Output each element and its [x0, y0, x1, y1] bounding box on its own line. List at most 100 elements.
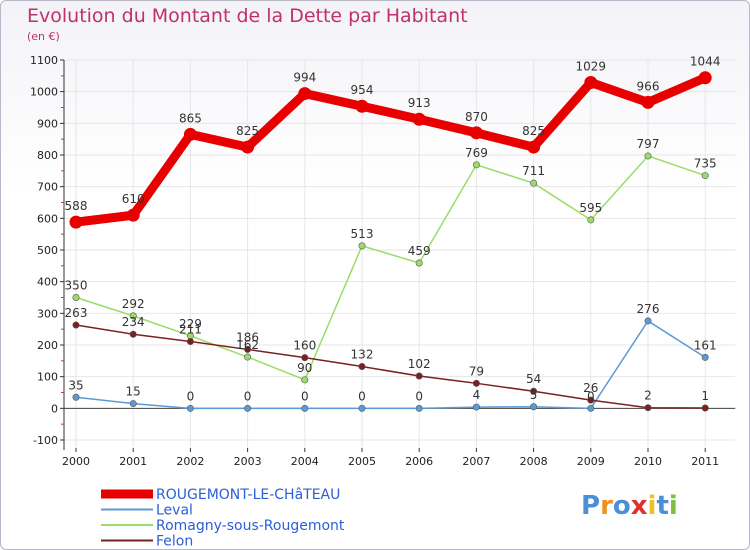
logo-letter: t [656, 491, 669, 521]
data-point [641, 95, 655, 109]
data-label: 4 [473, 388, 481, 402]
data-point [472, 403, 480, 411]
data-point [358, 363, 366, 371]
data-point [183, 127, 197, 141]
data-point [644, 152, 652, 160]
y-tick-label: -100 [33, 434, 58, 447]
data-label: 797 [637, 137, 660, 151]
x-tick-label: 2000 [62, 455, 90, 468]
data-point [587, 396, 595, 404]
data-point [644, 317, 652, 325]
y-tick-label: 700 [37, 181, 58, 194]
logo-letter: P [581, 491, 601, 521]
data-label: 2 [644, 389, 652, 403]
data-point [301, 404, 309, 412]
data-label: 35 [68, 378, 83, 392]
data-point [301, 354, 309, 362]
y-tick-label: 1000 [30, 86, 58, 99]
data-label: 769 [465, 146, 488, 160]
data-point [358, 242, 366, 250]
data-label: 513 [351, 227, 374, 241]
data-label: 994 [293, 71, 316, 85]
data-label: 735 [694, 157, 717, 171]
data-point [415, 404, 423, 412]
data-point [527, 140, 541, 154]
y-tick-label: 900 [37, 117, 58, 130]
data-point [186, 338, 194, 346]
data-point [412, 112, 426, 126]
y-tick-label: 800 [37, 149, 58, 162]
data-label: 825 [236, 124, 259, 138]
data-point [129, 400, 137, 408]
series-line [71, 73, 710, 227]
data-label: 0 [358, 389, 366, 403]
x-tick-label: 2007 [462, 455, 490, 468]
y-tick-label: 300 [37, 307, 58, 320]
data-label: 5 [530, 388, 538, 402]
x-tick-label: 2002 [176, 455, 204, 468]
data-label: 54 [526, 372, 541, 386]
chart-unit: (en €) [27, 30, 60, 43]
data-point [701, 404, 709, 412]
logo-letter: r [600, 491, 613, 521]
logo-letter: i [668, 491, 678, 521]
data-point [72, 293, 80, 301]
data-label: 610 [122, 192, 145, 206]
data-label: 160 [293, 339, 316, 353]
data-label: 15 [126, 385, 141, 399]
data-point [72, 321, 80, 329]
series-line [75, 320, 706, 410]
data-label: 1 [701, 389, 709, 403]
data-point [244, 353, 252, 361]
data-point [472, 379, 480, 387]
legend-label: ROUGEMONT-LE-CHâTEAU [156, 487, 340, 503]
data-point [415, 259, 423, 267]
data-label: 132 [351, 348, 374, 362]
data-label: 263 [65, 306, 88, 320]
data-point [587, 216, 595, 224]
data-label: 0 [187, 389, 195, 403]
data-point [186, 404, 194, 412]
data-label: 0 [244, 389, 252, 403]
y-tick-label: 0 [51, 402, 58, 415]
data-point [69, 215, 83, 229]
data-label: 913 [408, 96, 431, 110]
data-label: 825 [522, 124, 545, 138]
data-point [355, 99, 369, 113]
data-point [301, 376, 309, 384]
x-tick-label: 2011 [691, 455, 719, 468]
series-line [75, 155, 706, 381]
data-point [530, 387, 538, 395]
x-tick-label: 2010 [634, 455, 662, 468]
y-tick-label: 200 [37, 339, 58, 352]
data-label: 0 [587, 389, 595, 403]
x-tick-label: 2009 [577, 455, 605, 468]
data-point [244, 345, 252, 353]
x-tick-label: 2006 [405, 455, 433, 468]
data-point [530, 179, 538, 187]
data-label: 1044 [690, 55, 721, 69]
data-point [241, 140, 255, 154]
logo-letter: i [647, 491, 657, 521]
data-point [469, 126, 483, 140]
data-label: 595 [579, 201, 602, 215]
data-point [701, 172, 709, 180]
data-label: 870 [465, 110, 488, 124]
data-label: 102 [408, 357, 431, 371]
data-label: 161 [694, 338, 717, 352]
x-tick-label: 2008 [520, 455, 548, 468]
legend-label: Felon [156, 534, 193, 550]
data-point [72, 393, 80, 401]
data-label: 292 [122, 297, 145, 311]
data-point [530, 403, 538, 411]
data-point [701, 353, 709, 361]
y-tick-label: 1100 [30, 54, 58, 67]
data-point [126, 208, 140, 222]
data-label: 90 [297, 361, 312, 375]
chart-title: Evolution du Montant de la Dette par Hab… [27, 5, 468, 27]
x-tick-label: 2005 [348, 455, 376, 468]
y-tick-label: 500 [37, 244, 58, 257]
legend-label: Leval [156, 503, 193, 519]
